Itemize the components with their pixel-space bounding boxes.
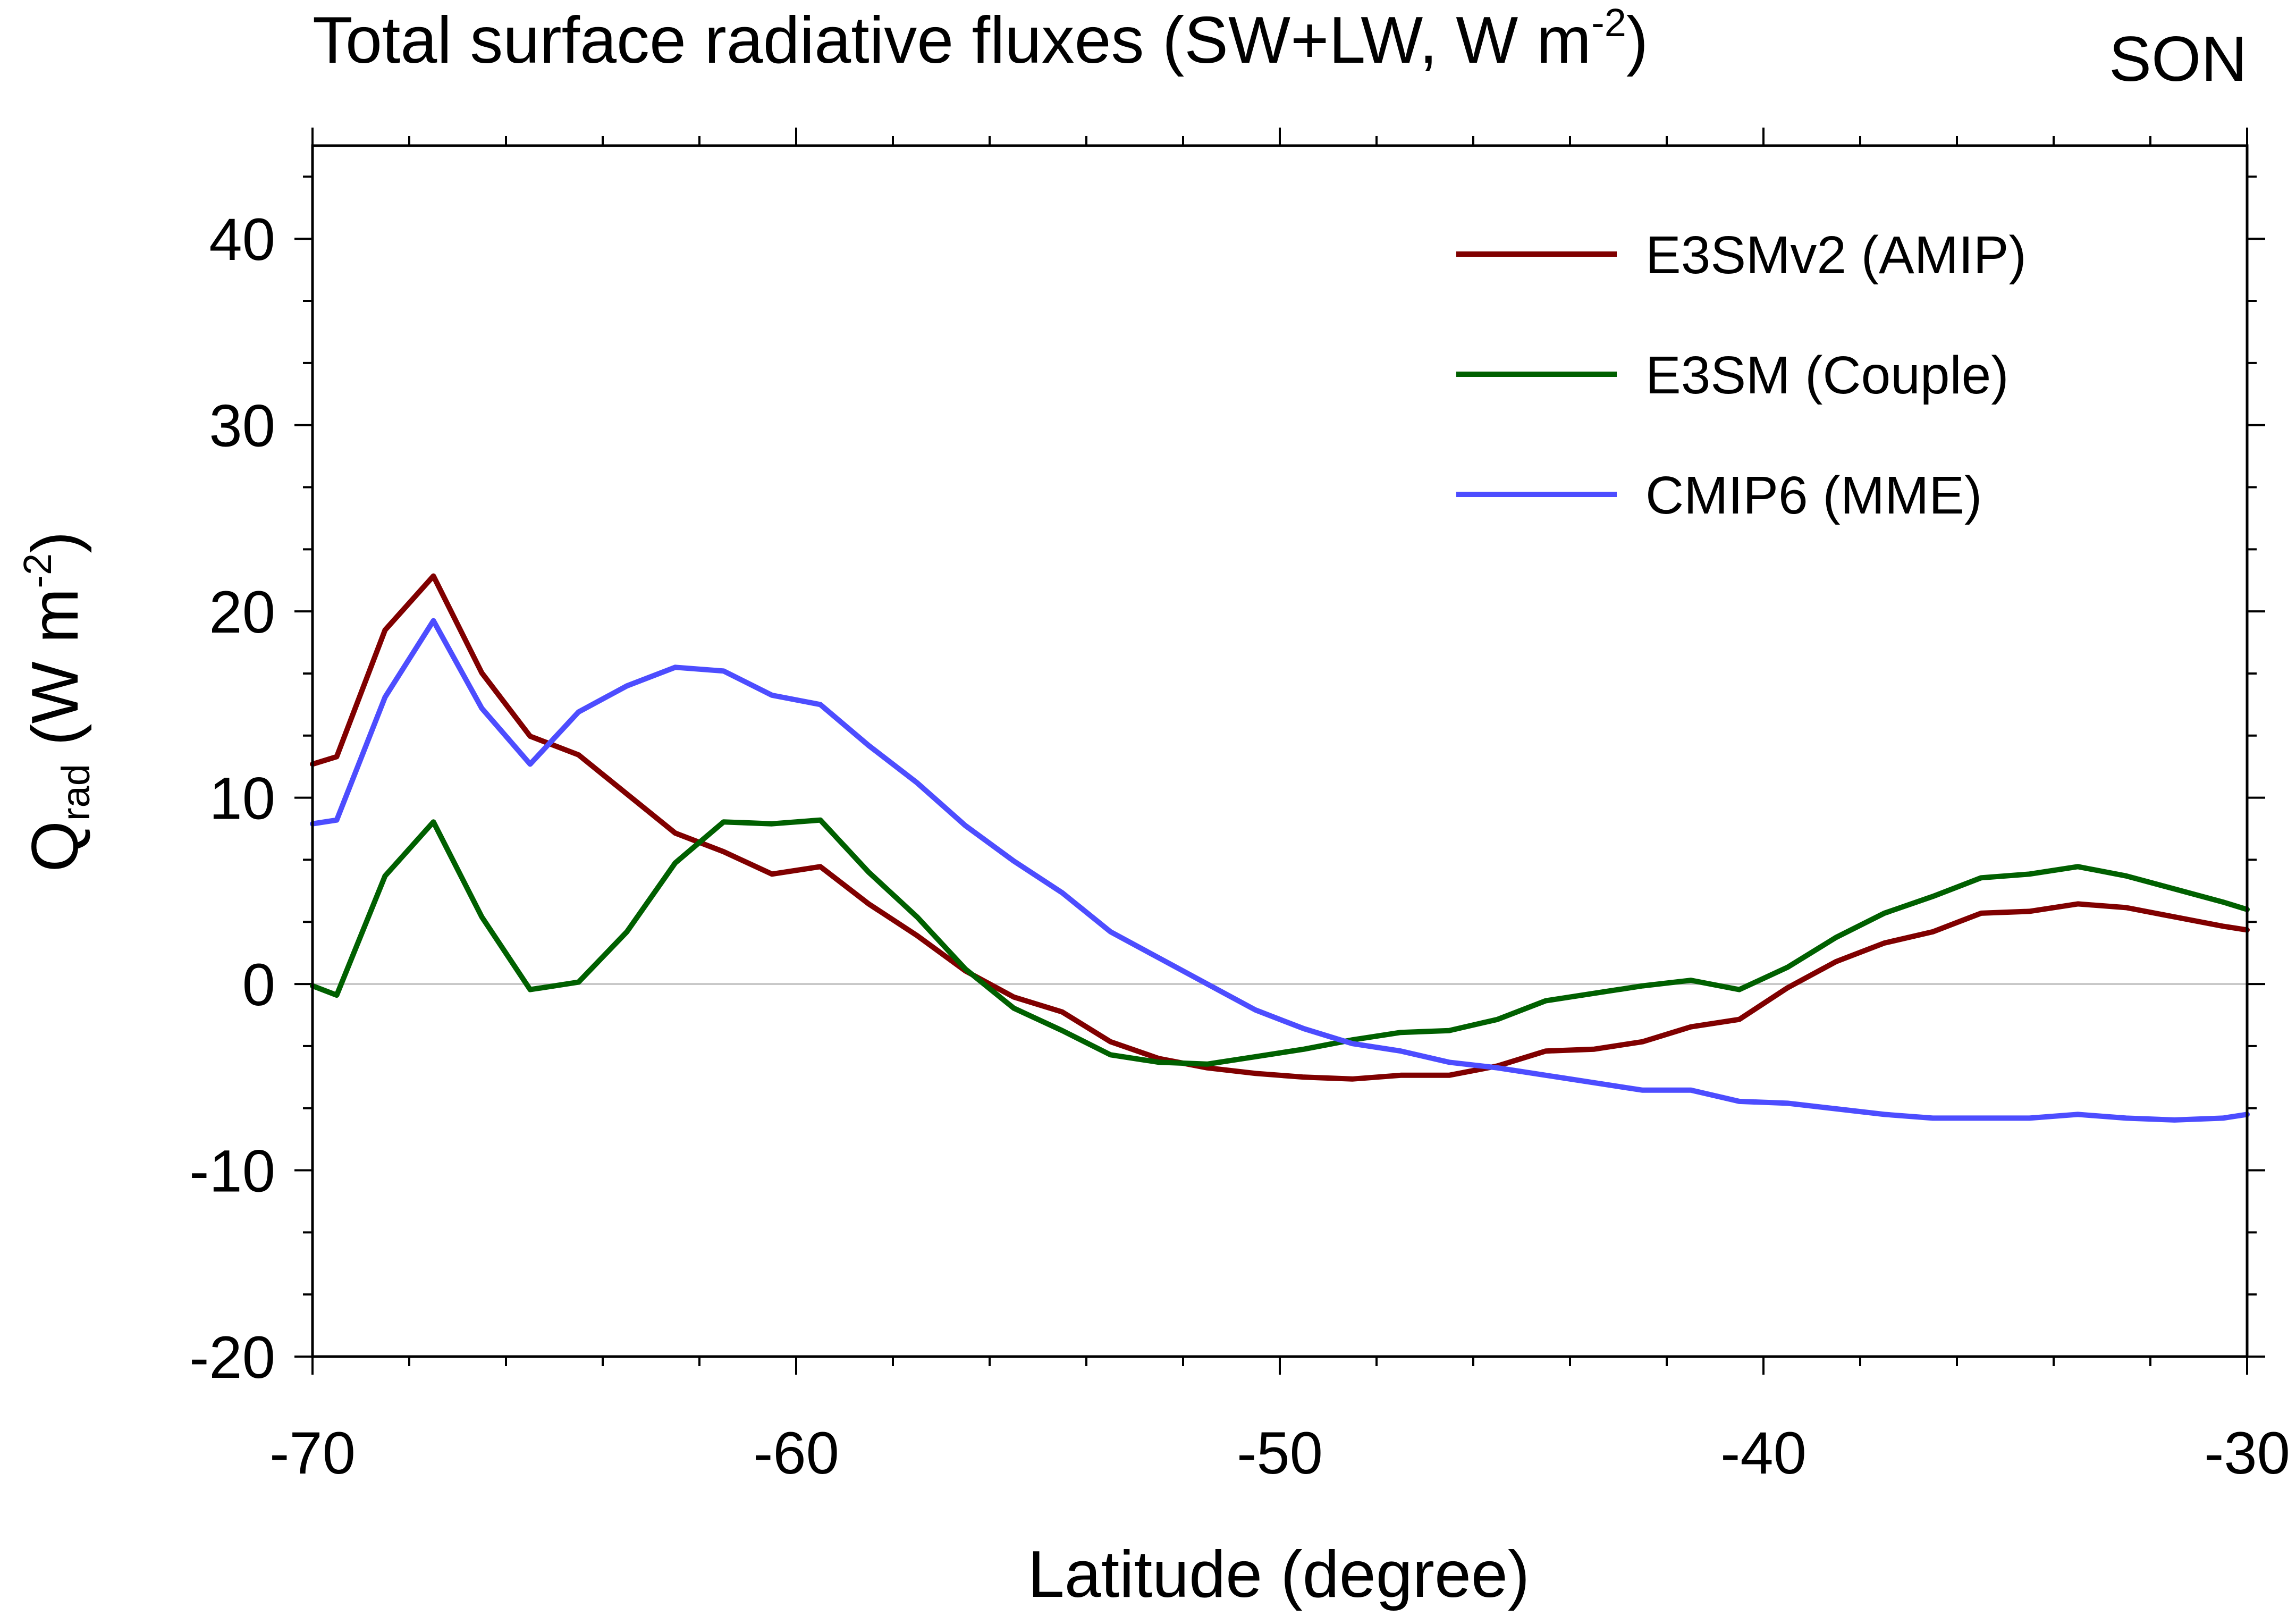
series-line-e3smv2-amip bbox=[310, 573, 2250, 1082]
series-line-e3sm-couple bbox=[310, 817, 2250, 1067]
y-tick-label: -10 bbox=[189, 1138, 275, 1205]
y-tick-label: 40 bbox=[209, 206, 275, 273]
x-tick-label: -70 bbox=[269, 1420, 356, 1486]
plot-frame bbox=[311, 144, 2249, 1358]
legend-label-cmip6-mme: CMIP6 (MME) bbox=[1645, 466, 1982, 525]
legend-label-e3sm-couple: E3SM (Couple) bbox=[1645, 346, 2009, 405]
y-tick-labels: -20 -10 0 10 20 30 40 bbox=[189, 206, 275, 1391]
x-tick-labels: -70 -60 -50 -40 -30 bbox=[269, 1420, 2290, 1486]
x-tick-label: -40 bbox=[1720, 1420, 1807, 1486]
series-group bbox=[310, 573, 2250, 1123]
season-label: SON bbox=[2109, 23, 2247, 95]
x-tick-label: -30 bbox=[2204, 1420, 2290, 1486]
y-tick-label: 10 bbox=[209, 765, 275, 832]
series-line-cmip6-mme bbox=[310, 618, 2250, 1123]
x-axis-title: Latitude (degree) bbox=[1028, 1538, 1530, 1611]
y-tick-label: 20 bbox=[209, 579, 275, 645]
x-tick-label: -60 bbox=[753, 1420, 839, 1486]
legend-label-e3smv2-amip: E3SMv2 (AMIP) bbox=[1645, 225, 2027, 285]
chart-title: Total surface radiative fluxes (SW+LW, W… bbox=[313, 1, 1648, 77]
y-tick-label: 30 bbox=[209, 393, 275, 459]
legend: E3SMv2 (AMIP) E3SM (Couple) CMIP6 (MME) bbox=[1456, 225, 2027, 525]
y-axis-title: Qrad (W m-2) bbox=[15, 531, 98, 872]
y-tick-label: -20 bbox=[189, 1324, 275, 1391]
y-tick-label: 0 bbox=[242, 952, 275, 1018]
axis-ticks bbox=[294, 128, 2265, 1375]
x-tick-label: -50 bbox=[1237, 1420, 1323, 1486]
